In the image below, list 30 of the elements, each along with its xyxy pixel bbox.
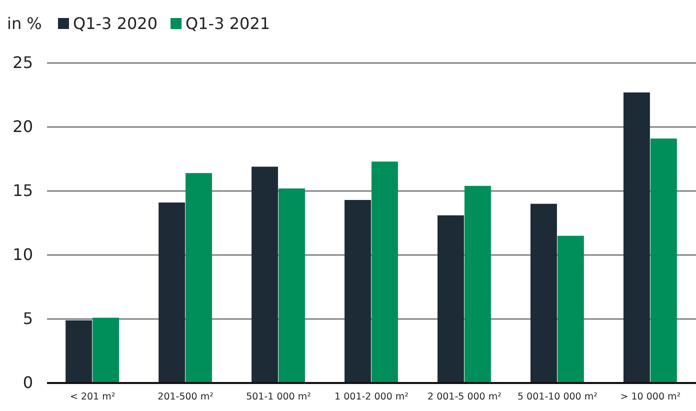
bar (252, 166, 278, 383)
x-tick-label: 5 001-10 000 m² (517, 392, 598, 403)
legend-label: Q1-3 2020 (73, 14, 158, 33)
bar (92, 318, 120, 383)
y-tick-label: 20 (12, 117, 33, 136)
y-tick-label: 25 (12, 53, 33, 72)
bar (278, 188, 305, 383)
bar (158, 202, 186, 383)
bar (66, 320, 92, 383)
y-tick-label: 0 (22, 373, 33, 392)
y-tick-label: 10 (12, 245, 33, 264)
legend-label: Q1-3 2021 (186, 14, 270, 33)
bar (623, 92, 650, 383)
bar (530, 204, 557, 383)
y-tick-label: 5 (22, 309, 33, 328)
x-tick-label: 1 001-2 000 m² (334, 392, 409, 403)
y-axis-title: in % (7, 14, 42, 33)
bar (650, 138, 677, 383)
x-tick-label: < 201 m² (70, 392, 116, 403)
x-tick-label: > 10 000 m² (620, 392, 681, 403)
bar (464, 186, 491, 383)
x-tick-label: 501-1 000 m² (246, 392, 312, 403)
x-tick-label: 201-500 m² (158, 392, 214, 403)
y-tick-label: 15 (12, 181, 33, 200)
bar (344, 200, 371, 383)
bar (557, 236, 584, 383)
bar (438, 215, 464, 383)
bar (186, 173, 212, 383)
x-tick-label: 2 001-5 000 m² (428, 392, 502, 403)
bar (372, 162, 398, 383)
